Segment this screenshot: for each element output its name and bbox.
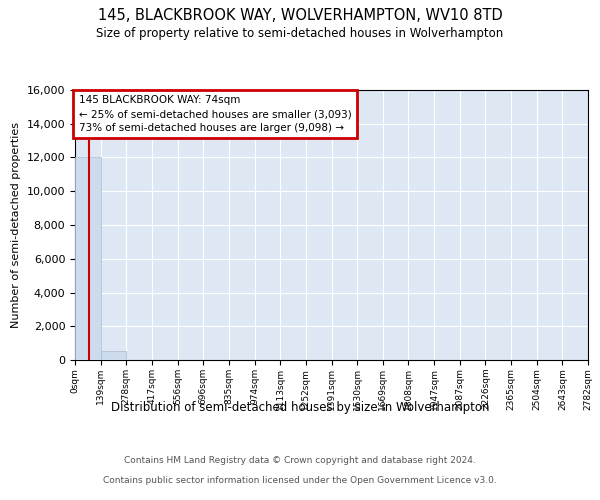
- Text: 145, BLACKBROOK WAY, WOLVERHAMPTON, WV10 8TD: 145, BLACKBROOK WAY, WOLVERHAMPTON, WV10…: [98, 8, 502, 22]
- Bar: [101, 351, 126, 360]
- Text: Size of property relative to semi-detached houses in Wolverhampton: Size of property relative to semi-detach…: [97, 28, 503, 40]
- Text: 145 BLACKBROOK WAY: 74sqm
← 25% of semi-detached houses are smaller (3,093)
73% : 145 BLACKBROOK WAY: 74sqm ← 25% of semi-…: [79, 95, 352, 133]
- Text: Distribution of semi-detached houses by size in Wolverhampton: Distribution of semi-detached houses by …: [111, 401, 489, 414]
- Bar: [75, 156, 101, 360]
- Y-axis label: Number of semi-detached properties: Number of semi-detached properties: [11, 122, 21, 328]
- Text: Contains HM Land Registry data © Crown copyright and database right 2024.: Contains HM Land Registry data © Crown c…: [124, 456, 476, 465]
- Text: Contains public sector information licensed under the Open Government Licence v3: Contains public sector information licen…: [103, 476, 497, 485]
